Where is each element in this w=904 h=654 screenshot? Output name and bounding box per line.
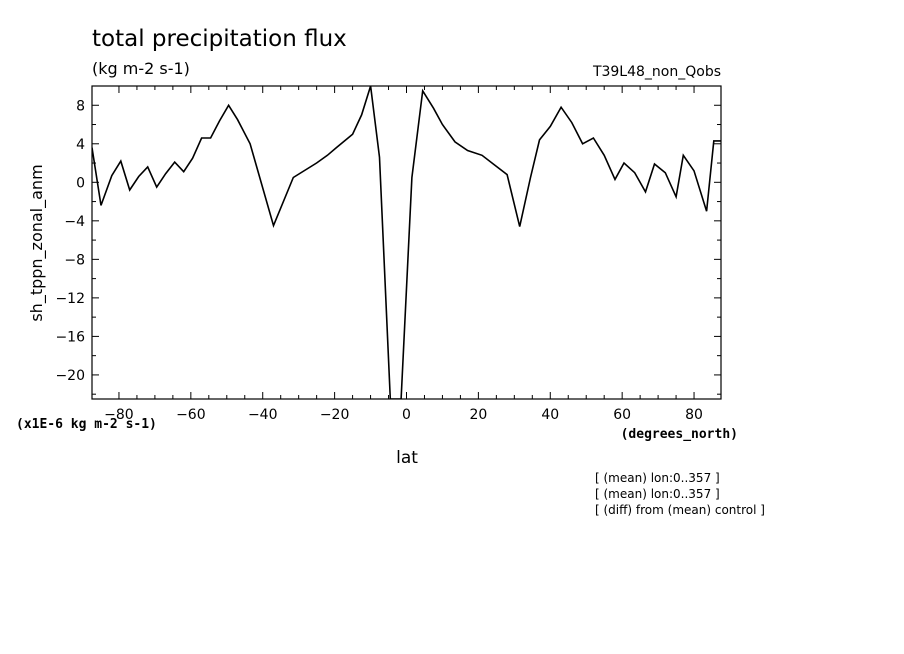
y-tick-label: −4 [64,214,85,230]
x-tick-label: 20 [469,407,487,423]
x-units-label: (degrees_north) [621,427,738,442]
plot-frame [91,85,722,400]
note-line: [ (mean) lon:0..357 ] [595,471,720,485]
x-tick-label: 40 [541,407,559,423]
x-axis-ticks: −80 −60 −40 −20 0 20 40 60 80 [104,86,703,423]
x-tick-label: 60 [613,407,631,423]
x-tick-label: −60 [176,407,206,423]
y-tick-label: 4 [76,137,85,153]
y-tick-label: −8 [64,252,85,268]
x-axis-label: lat [396,448,418,468]
y-tick-label: 0 [76,175,85,191]
x-tick-label: −80 [104,407,134,423]
x-tick-label: −40 [248,407,278,423]
run-label: T39L48_non_Qobs [592,64,721,80]
y-tick-label: 8 [76,98,85,114]
y-tick-label: −16 [55,329,85,345]
chart-subtitle: (kg m-2 s-1) [92,59,190,78]
chart-title: total precipitation flux [92,26,347,52]
x-tick-label: −20 [320,407,350,423]
note-line: [ (mean) lon:0..357 ] [595,487,720,501]
y-tick-label: −20 [55,368,85,384]
y-tick-label: −12 [55,291,85,307]
x-tick-label: 80 [685,407,703,423]
y-axis-label: sh_tppn_zonal_anm [27,164,47,321]
series-line [92,86,721,399]
x-tick-label: 0 [402,407,411,423]
note-line: [ (diff) from (mean) control ] [595,503,765,517]
y-scale-note: (x1E-6 kg m-2 s-1) [16,417,157,432]
